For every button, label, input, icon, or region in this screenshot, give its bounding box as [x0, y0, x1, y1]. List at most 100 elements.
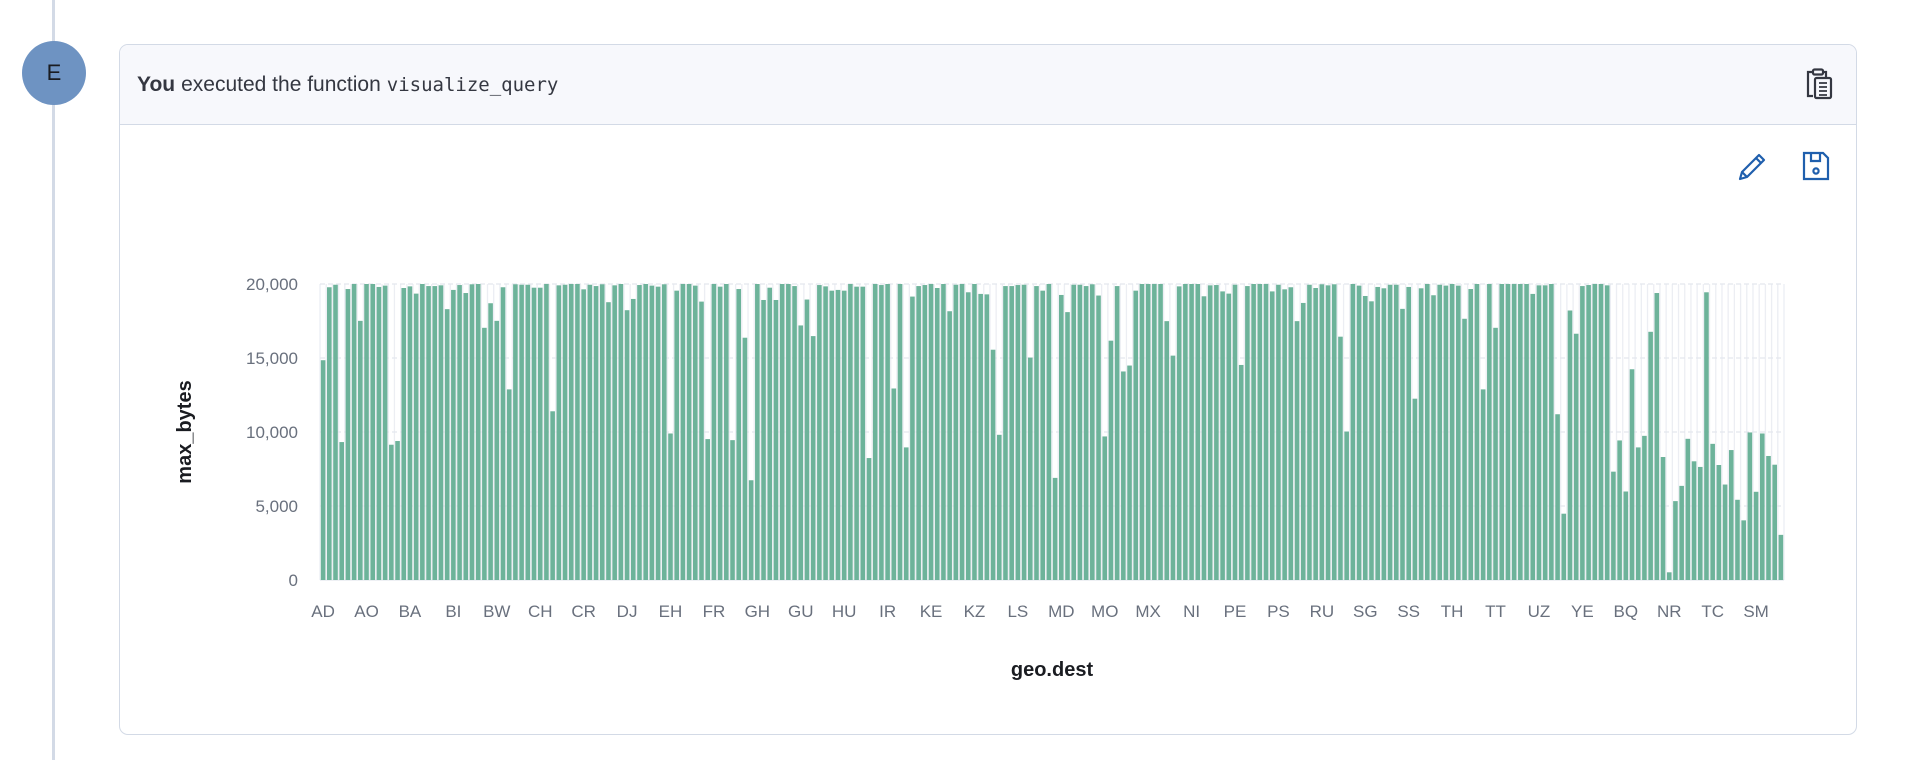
bar [947, 311, 952, 580]
bar [1697, 466, 1703, 580]
avatar: E [22, 41, 86, 105]
copy-clipboard-button[interactable] [1804, 67, 1834, 101]
bar [990, 349, 996, 580]
bar [779, 284, 785, 580]
bar [1673, 501, 1678, 580]
x-tick-label: RU [1310, 602, 1335, 621]
bar [1499, 284, 1505, 580]
y-tick-label: 15,000 [246, 349, 298, 368]
bar [1269, 291, 1275, 580]
bar [1294, 321, 1300, 580]
bar [786, 284, 791, 580]
bar [810, 336, 816, 580]
bar [1456, 285, 1461, 580]
bar [513, 284, 518, 580]
x-axis-title: geo.dest [1011, 659, 1094, 681]
bar [1338, 336, 1343, 580]
bar [798, 325, 804, 580]
bar [668, 433, 673, 580]
bar [1121, 371, 1126, 580]
bar [829, 290, 835, 580]
card-header: You executed the function visualize_quer… [120, 45, 1856, 125]
bar [885, 284, 890, 580]
bar [358, 320, 363, 580]
x-tick-label: IR [879, 602, 896, 621]
x-tick-label: PS [1267, 602, 1290, 621]
bar [339, 442, 345, 580]
bar [1090, 284, 1095, 580]
bar [1511, 284, 1517, 580]
bar [320, 360, 326, 580]
bar [1654, 293, 1660, 580]
bar [910, 296, 915, 580]
bar [556, 285, 562, 580]
bar [1474, 284, 1480, 580]
bar [1480, 389, 1486, 580]
bar [457, 285, 462, 580]
bar [761, 299, 766, 580]
bar [1536, 285, 1542, 580]
bar [879, 285, 884, 580]
bar [1059, 294, 1064, 580]
bar [996, 434, 1002, 580]
bar [370, 284, 376, 580]
bar [730, 440, 735, 580]
bar [1344, 431, 1349, 580]
bar [1710, 443, 1715, 580]
bar [1071, 284, 1077, 580]
bar [1034, 286, 1039, 580]
bar [1027, 357, 1033, 580]
bar [1549, 284, 1554, 580]
bar [1251, 284, 1256, 580]
bar [1102, 436, 1108, 580]
bar [1083, 286, 1089, 580]
bar [1561, 513, 1567, 580]
bar [345, 289, 351, 580]
bar [1573, 333, 1579, 580]
bar [854, 286, 859, 580]
x-tick-label: UZ [1528, 602, 1551, 621]
bar [959, 284, 965, 580]
bar [1772, 464, 1777, 580]
bar [1003, 286, 1008, 580]
x-tick-label: MO [1091, 602, 1118, 621]
bar [506, 389, 512, 580]
bar [1176, 286, 1182, 580]
bar [978, 293, 983, 580]
bar [699, 301, 704, 580]
bar [1325, 285, 1331, 580]
bar [1214, 285, 1219, 580]
bar [401, 287, 407, 580]
bar [407, 286, 413, 580]
y-tick-label: 20,000 [246, 275, 298, 294]
bar [817, 285, 822, 580]
bar [1245, 286, 1250, 580]
bar [1207, 285, 1213, 580]
bar [1232, 284, 1238, 580]
bar [1530, 293, 1536, 580]
bar [475, 284, 481, 580]
bar [1282, 289, 1287, 580]
bar [599, 284, 605, 580]
bar [928, 284, 934, 580]
x-tick-label: AD [311, 602, 335, 621]
x-tick-label: PE [1224, 602, 1247, 621]
bar [661, 284, 667, 580]
bar [1567, 310, 1573, 580]
bar [1660, 457, 1666, 580]
x-tick-label: BQ [1614, 602, 1639, 621]
edit-visualization-button[interactable] [1736, 149, 1766, 183]
bar [1468, 289, 1474, 580]
x-tick-label: DJ [617, 602, 638, 621]
bar [606, 302, 611, 580]
bar [1642, 435, 1647, 580]
bar [841, 290, 847, 580]
bar [1381, 288, 1387, 580]
bar [1238, 364, 1244, 580]
x-tick-label: BA [399, 602, 422, 621]
bar [1300, 302, 1306, 580]
bar [432, 286, 438, 580]
bar [835, 289, 841, 580]
bar [1598, 284, 1604, 580]
save-visualization-button[interactable] [1801, 149, 1831, 183]
